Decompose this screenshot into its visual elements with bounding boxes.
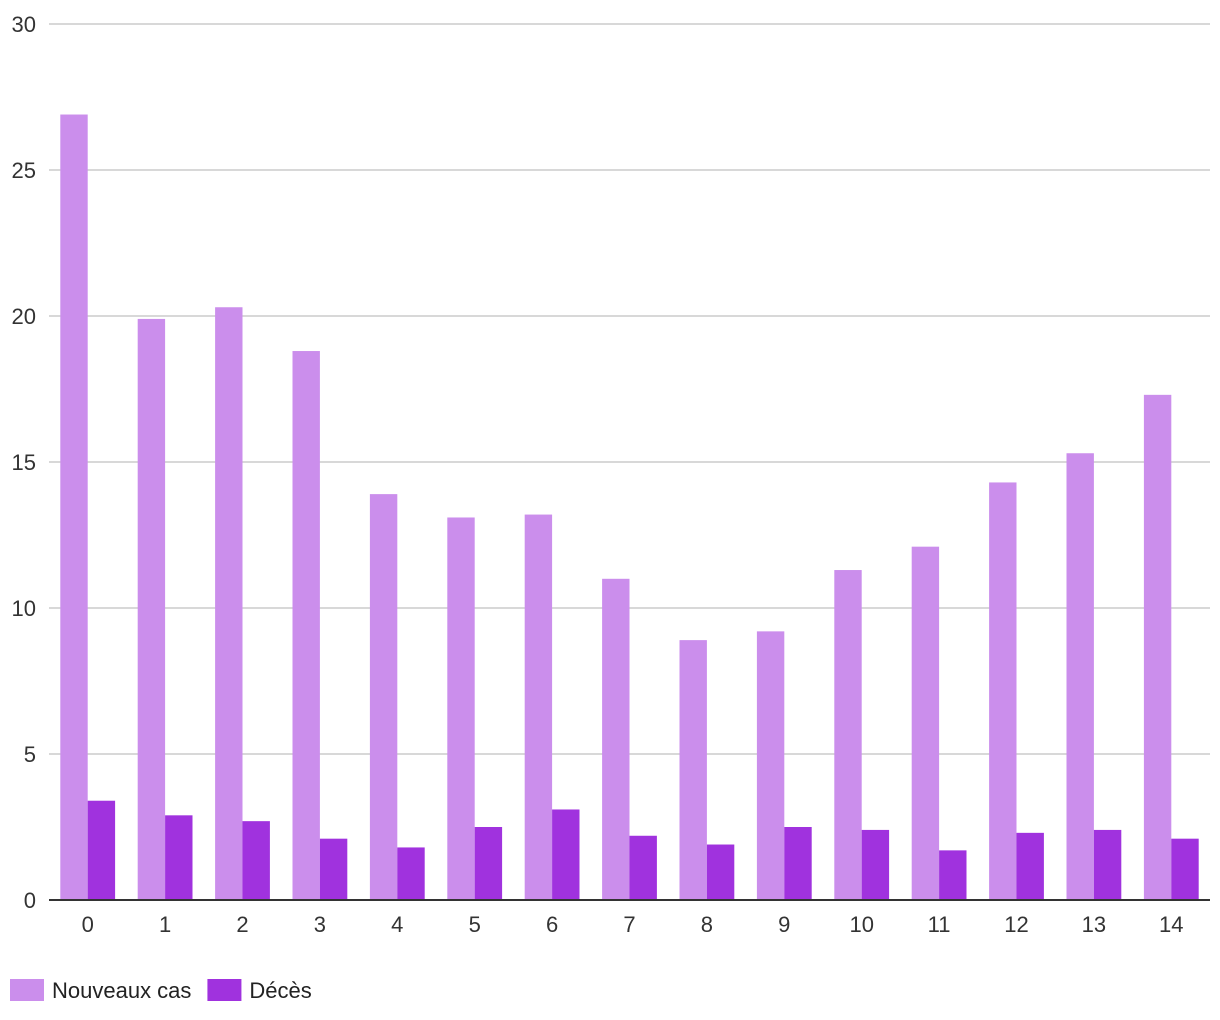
bar-nouveaux-cas-6 [524,514,553,900]
bar-nouveaux-cas-0 [60,114,88,900]
x-axis-tick-labels: 0 1 2 3 4 5 6 7 8 9 10 11 12 13 14 [82,912,1184,937]
x-tick-label: 11 [928,912,951,937]
x-tick-label: 14 [1159,912,1183,937]
y-tick-label: 5 [24,742,36,767]
bar-nouveaux-cas-13 [1066,453,1094,900]
bar-deces-4 [397,847,425,900]
y-tick-label: 0 [24,888,36,913]
bar-deces-1 [165,815,193,900]
x-tick-label: 9 [778,912,790,937]
bar-deces-12 [1016,832,1044,900]
y-tick-label: 15 [12,450,36,475]
bar-nouveaux-cas-2 [215,307,243,900]
legend-swatch [207,979,242,1001]
bar-nouveaux-cas-7 [602,578,630,900]
y-tick-label: 25 [12,158,36,183]
x-tick-label: 12 [1004,912,1028,937]
y-tick-label: 10 [12,596,36,621]
x-tick-label: 0 [82,912,94,937]
bar-deces-3 [319,838,348,900]
bar-nouveaux-cas-14 [1143,394,1172,900]
legend: Nouveaux cas Décès [10,978,312,1003]
bar-nouveaux-cas-3 [292,351,320,900]
bar-deces-8 [706,844,735,900]
x-tick-label: 6 [546,912,558,937]
bar-nouveaux-cas-12 [989,482,1017,900]
y-tick-label: 20 [12,304,36,329]
bar-deces-9 [784,827,812,900]
x-tick-label: 13 [1082,912,1106,937]
legend-label: Décès [249,978,311,1003]
x-tick-label: 3 [314,912,326,937]
y-tick-label: 30 [12,12,36,37]
bar-deces-7 [629,835,657,900]
bar-deces-10 [861,829,890,900]
legend-label: Nouveaux cas [52,978,191,1003]
bar-nouveaux-cas-1 [137,318,166,900]
bar-deces-14 [1171,838,1199,900]
x-tick-label: 5 [469,912,481,937]
bar-nouveaux-cas-5 [447,517,475,900]
x-tick-label: 4 [391,912,403,937]
bars [60,114,1199,900]
x-tick-label: 7 [623,912,635,937]
bar-deces-2 [242,821,270,900]
bar-deces-6 [552,809,580,900]
bar-nouveaux-cas-8 [679,640,707,900]
bar-nouveaux-cas-11 [911,546,940,900]
x-tick-label: 10 [849,912,873,937]
x-tick-label: 8 [701,912,713,937]
y-axis-tick-labels: 0 5 10 15 20 25 30 [12,12,36,913]
bar-deces-11 [939,850,967,900]
bar-nouveaux-cas-10 [834,570,862,900]
legend-swatch [10,979,44,1001]
x-tick-label: 2 [236,912,248,937]
bar-deces-5 [474,827,503,900]
bar-deces-0 [87,800,116,900]
bar-nouveaux-cas-4 [369,494,398,900]
bar-nouveaux-cas-9 [756,631,785,900]
bar-deces-13 [1093,829,1122,900]
x-tick-label: 1 [159,912,171,937]
